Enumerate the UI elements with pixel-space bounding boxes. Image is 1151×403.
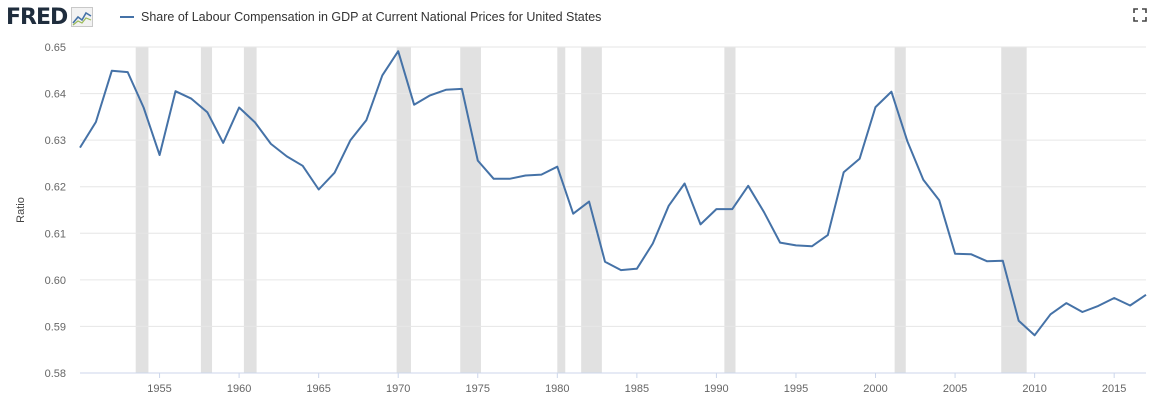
x-tick-label: 2005 [943,383,967,395]
y-axis-ticks: 0.58 0.59 0.60 0.61 0.62 0.63 0.64 0.65 [45,42,66,380]
y-tick-label: 0.61 [45,228,66,240]
x-axis-ticks: 1955 1960 1965 1970 1975 1980 1985 1990 1995 2000… [80,372,1146,395]
fred-logo[interactable]: FRED [6,4,94,30]
y-tick-label: 0.65 [45,42,66,54]
chart-header: FRED Share of Labour Compensation in GDP… [0,0,1151,36]
recession-band [1001,47,1027,373]
x-tick-label: 1965 [306,383,330,395]
x-tick-label: 1990 [704,383,728,395]
recession-band [243,47,257,373]
x-tick-label: 1975 [466,383,490,395]
y-tick-label: 0.59 [45,321,66,333]
logo-text: FRED [6,4,68,30]
y-tick-label: 0.62 [45,182,66,194]
x-tick-label: 1995 [784,383,808,395]
recession-band [135,47,149,373]
recession-band [557,47,566,373]
x-tick-label: 1980 [545,383,569,395]
recession-bands [135,47,1027,373]
y-tick-label: 0.60 [45,275,66,287]
x-tick-label: 2010 [1022,383,1046,395]
line-chart-icon [71,7,94,27]
y-axis-label: Ratio [15,197,27,223]
y-tick-label: 0.64 [45,89,66,101]
recession-band [396,47,411,373]
legend: Share of Labour Compensation in GDP at C… [120,10,601,24]
y-tick-label: 0.58 [45,368,66,380]
series-layer [79,50,1147,337]
x-tick-label: 1960 [227,383,251,395]
x-tick-label: 2015 [1102,383,1126,395]
x-tick-label: 2000 [863,383,887,395]
plot-area [80,47,1146,373]
series-line[interactable] [79,50,1147,337]
x-tick-label: 1985 [625,383,649,395]
recession-band [894,47,906,373]
recession-band [200,47,213,373]
fullscreen-icon[interactable] [1133,8,1147,22]
legend-swatch [120,16,134,18]
recession-band [460,47,481,373]
x-tick-label: 1955 [147,383,171,395]
x-tick-label: 1970 [386,383,410,395]
y-tick-label: 0.63 [45,135,66,147]
legend-label: Share of Labour Compensation in GDP at C… [141,10,602,24]
